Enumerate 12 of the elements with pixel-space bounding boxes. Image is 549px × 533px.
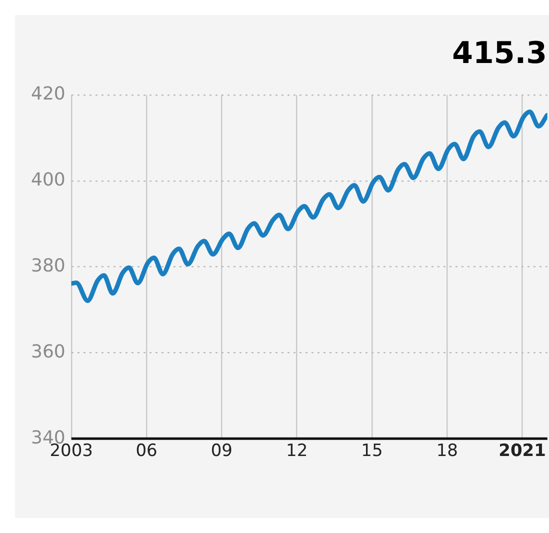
y-tick-label: 380 <box>30 255 66 276</box>
x-tick-label: 15 <box>361 441 383 462</box>
annotation: 415.3 <box>452 36 547 71</box>
y-tick-label: 360 <box>30 341 66 362</box>
x-tick-label: 09 <box>210 441 232 462</box>
x-tick-label: 18 <box>436 441 458 462</box>
line-series <box>71 110 548 303</box>
x-tick-label: 12 <box>286 441 308 462</box>
x-tick-label: 06 <box>136 441 158 462</box>
y-tick-label: 400 <box>30 170 66 191</box>
x-tick-label: 2021 <box>498 441 546 462</box>
y-tick-label: 420 <box>30 84 66 105</box>
